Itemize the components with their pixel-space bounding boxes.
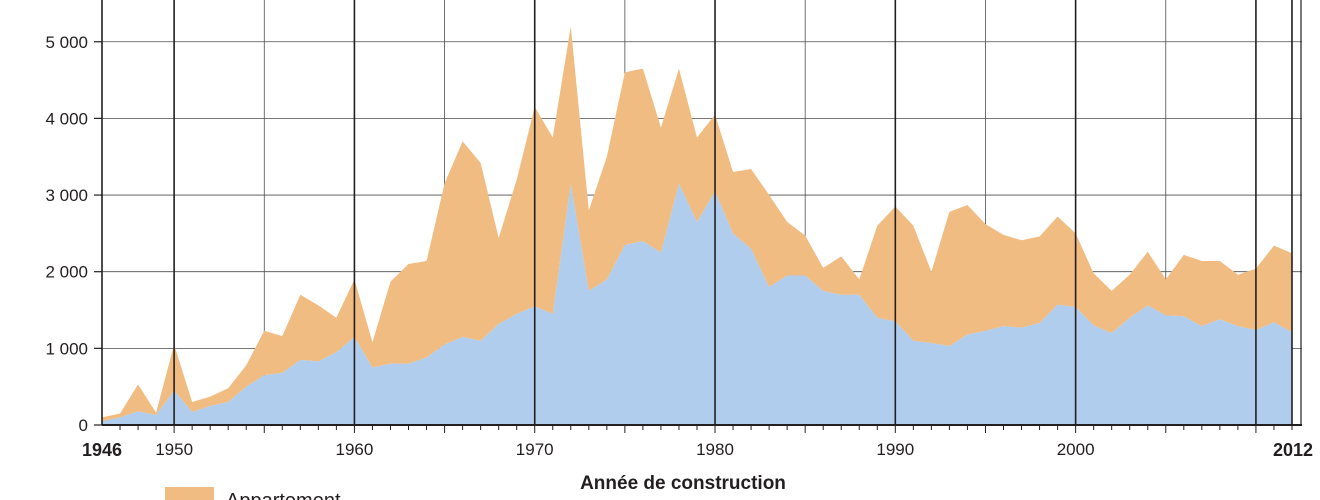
area-series-appartement [102,26,1292,422]
y-tick-label-3000: 3 000 [45,186,88,205]
y-tick-label-4000: 4 000 [45,109,88,128]
x-tick-label-2000: 2000 [1057,440,1095,459]
y-tick-label-2000: 2 000 [45,263,88,282]
x-tick-label-1950: 1950 [155,440,193,459]
legend-swatch-appartement [165,487,214,500]
major-year-lines [101,0,1293,425]
area-series-lower [102,183,1292,425]
x-tick-label-1970: 1970 [516,440,554,459]
x-tick-label-1990: 1990 [876,440,914,459]
y-axis-tick-labels: 0 1 000 2 000 3 000 4 000 5 000 [45,33,88,435]
y-tick-label-0: 0 [79,416,88,435]
stacked-areas [102,26,1292,425]
x-axis-title: Année de construction [580,473,786,494]
x-tick-label-1980: 1980 [696,440,734,459]
x-tick-label-bold-1946: 1946 [82,440,122,460]
legend: Appartement [165,487,341,500]
y-tick-label-5000: 5 000 [45,33,88,52]
x-axis-tick-labels: 1950 1960 1970 1980 1990 2000 1946 2012 [82,440,1313,460]
x-tick-label-bold-2012: 2012 [1273,440,1313,460]
y-tick-label-1000: 1 000 [45,339,88,358]
axes [94,0,1302,433]
x-tick-label-1960: 1960 [336,440,374,459]
legend-label-appartement: Appartement [226,490,341,500]
